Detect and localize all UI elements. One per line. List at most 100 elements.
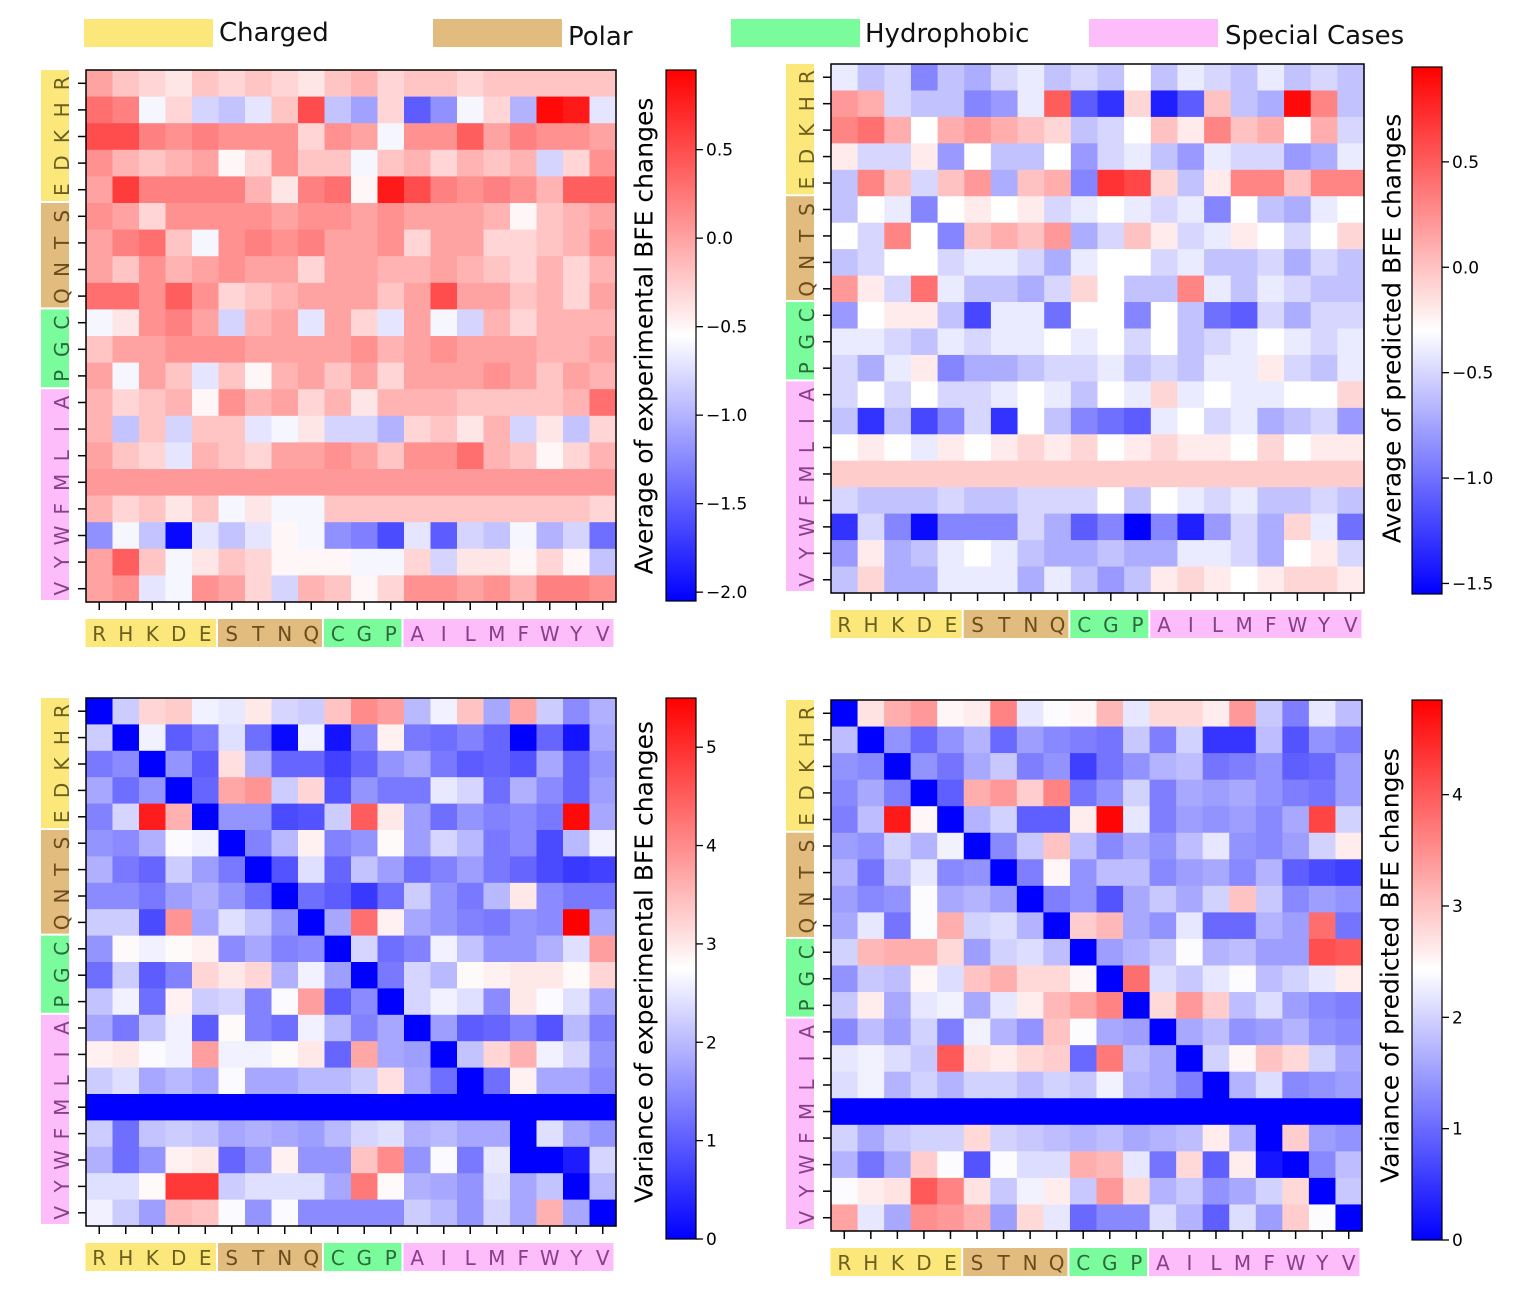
heatmap-cell — [218, 856, 246, 884]
heatmap-cell — [1043, 912, 1071, 940]
heatmap-cell — [1202, 1018, 1230, 1046]
heatmap-cell — [1308, 700, 1337, 728]
heatmap-cell — [112, 777, 140, 805]
heatmap-cell — [404, 362, 432, 390]
x-tick-label: F — [1263, 1251, 1275, 1275]
heatmap-cell — [483, 309, 511, 337]
heatmap-cell — [831, 196, 859, 224]
heatmap-cell — [271, 415, 299, 443]
heatmap-cell — [377, 256, 405, 284]
heatmap-cell — [990, 1151, 1018, 1179]
heatmap-cell — [1310, 540, 1338, 568]
heatmap-cell — [536, 1120, 564, 1148]
heatmap-cell — [86, 1094, 114, 1121]
heatmap-cell — [990, 859, 1018, 887]
heatmap-cell — [589, 935, 617, 963]
y-tick-label: W — [795, 517, 819, 537]
heatmap-cell — [1282, 700, 1310, 728]
heatmap-cell — [1149, 806, 1177, 834]
heatmap-cell — [1202, 1124, 1230, 1152]
heatmap-cell — [457, 962, 485, 989]
heatmap-cell — [377, 1146, 405, 1174]
heatmap-cell — [192, 962, 220, 989]
heatmap-cell — [298, 522, 326, 550]
heatmap-cell — [377, 1199, 405, 1227]
heatmap-cell — [271, 548, 299, 576]
heatmap-cell — [1257, 196, 1285, 224]
heatmap-cell — [218, 988, 246, 1016]
y-group-bar — [786, 938, 814, 1017]
heatmap-cell — [192, 882, 220, 910]
heatmap-cell — [324, 522, 352, 550]
heatmap-cell — [1255, 885, 1283, 913]
heatmap-cell — [1017, 540, 1045, 568]
y-tick-label: K — [50, 129, 74, 143]
heatmap-cell — [112, 856, 140, 884]
y-group-bar — [41, 309, 69, 388]
y-tick-label: A — [50, 395, 74, 409]
heatmap-cell — [324, 575, 352, 603]
heatmap-cell — [1229, 938, 1257, 967]
heatmap-cell — [324, 698, 352, 725]
heatmap-cell — [964, 64, 992, 92]
heatmap-cell — [1310, 434, 1338, 462]
heatmap-cell — [1016, 1018, 1044, 1046]
legend-item: Special Cases — [1089, 19, 1404, 51]
heatmap-cell — [271, 389, 299, 417]
heatmap-cell — [1017, 143, 1045, 171]
heatmap-cell — [831, 806, 859, 834]
heatmap-cell — [165, 70, 193, 98]
heatmap-cell — [1016, 1124, 1044, 1152]
heatmap-cell — [457, 1146, 485, 1174]
heatmap-cell — [86, 282, 114, 310]
heatmap-cell — [1335, 912, 1363, 940]
heatmap-cell — [1123, 938, 1151, 967]
colorbar-label: Variance of predicted BFE changes — [1376, 748, 1405, 1183]
colorbar-tick-label: −1.5 — [1452, 574, 1493, 594]
heatmap-cell — [1069, 1071, 1098, 1099]
heatmap-cell — [1308, 753, 1337, 781]
heatmap-cell — [86, 362, 114, 390]
heatmap-cell — [457, 70, 485, 98]
heatmap-cell — [457, 309, 485, 337]
x-tick-label: R — [837, 1251, 851, 1275]
heatmap-cell — [86, 256, 114, 284]
heatmap-cell — [1202, 885, 1230, 913]
heatmap-cell — [298, 415, 326, 443]
heatmap-cell — [510, 415, 538, 443]
heatmap-cell — [1308, 1124, 1337, 1152]
heatmap-cell — [1310, 328, 1338, 356]
heatmap-cell — [1097, 540, 1125, 568]
heatmap-cell — [1044, 116, 1072, 144]
x-tick-label: V — [1342, 1251, 1356, 1275]
heatmap-cell — [990, 1071, 1018, 1099]
heatmap-cell — [1229, 992, 1257, 1020]
heatmap-cell — [884, 460, 912, 488]
heatmap-cell — [1255, 912, 1283, 940]
y-tick-label: S — [795, 203, 819, 216]
heatmap-cell — [271, 856, 299, 884]
heatmap-cell — [351, 123, 379, 151]
heatmap-cell — [1230, 540, 1258, 568]
heatmap-cell — [457, 882, 485, 910]
heatmap-cell — [404, 70, 432, 98]
heatmap-cell — [1097, 407, 1125, 435]
heatmap-cell — [245, 1146, 273, 1174]
heatmap-cell — [430, 1120, 458, 1148]
heatmap-cell — [1230, 354, 1258, 382]
heatmap-cell — [112, 389, 140, 417]
heatmap-cell — [1308, 779, 1337, 807]
heatmap-cell — [990, 1204, 1018, 1232]
heatmap-cell — [377, 442, 405, 470]
heatmap-cell — [351, 803, 379, 831]
heatmap-cell — [139, 698, 167, 725]
heatmap-cell — [351, 856, 379, 884]
heatmap-cell — [245, 1199, 273, 1227]
heatmap-cell — [218, 1014, 246, 1042]
heatmap-cell — [1337, 354, 1365, 382]
heatmap-cell — [351, 442, 379, 470]
heatmap-cell — [1070, 328, 1099, 356]
heatmap-cell — [589, 856, 617, 884]
heatmap-cell — [884, 885, 912, 913]
heatmap-cell — [563, 229, 591, 257]
